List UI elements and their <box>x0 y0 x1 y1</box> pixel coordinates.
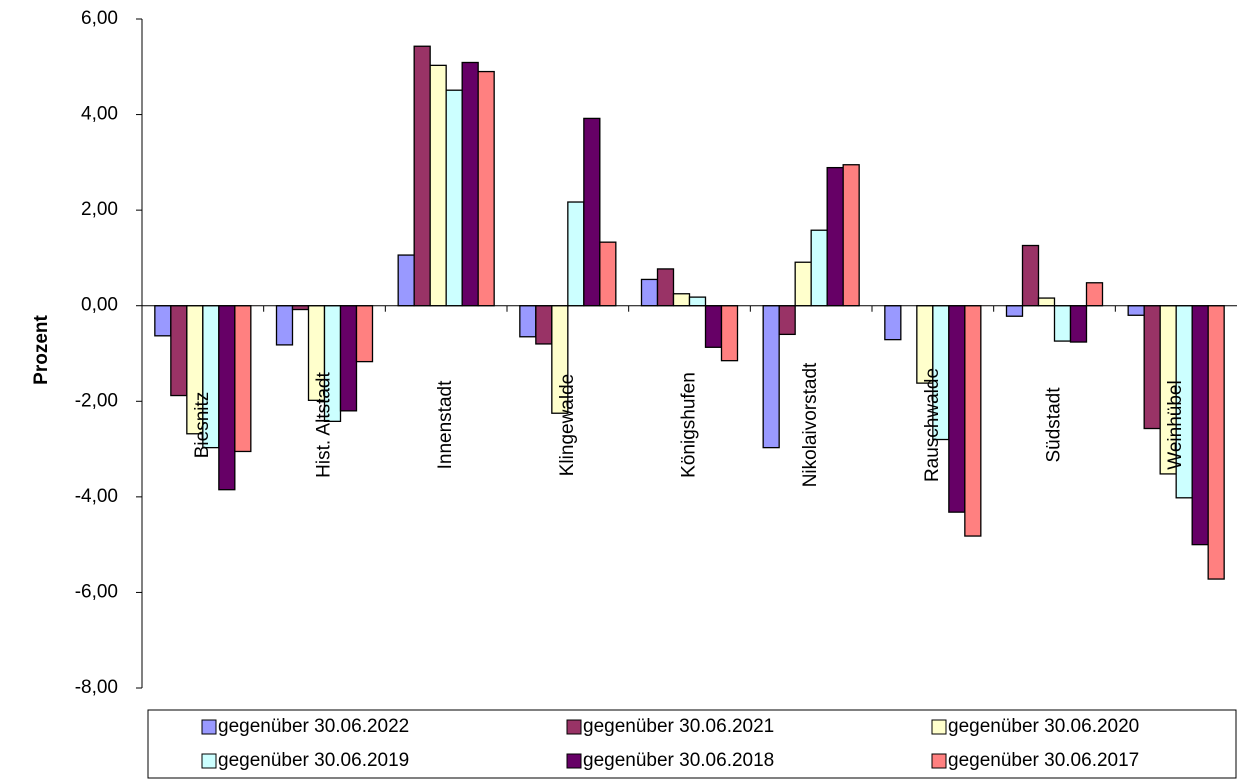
legend-box <box>147 709 1237 779</box>
x-tick-label: Hist. Altstadt <box>314 371 335 477</box>
bar <box>778 305 796 336</box>
bar <box>1069 305 1088 343</box>
bar <box>445 89 463 307</box>
bar <box>762 305 780 449</box>
bar <box>1005 305 1024 317</box>
bar <box>884 305 902 341</box>
bar <box>519 305 537 338</box>
bar <box>1191 305 1209 546</box>
bar <box>1127 305 1145 316</box>
bar <box>355 305 374 363</box>
x-tick-label: Rauschwalde <box>922 368 943 482</box>
bar <box>656 268 675 307</box>
x-tick-label: Königshufen <box>679 372 700 478</box>
y-tick-label: -6,00 <box>75 581 118 602</box>
bar <box>291 305 310 311</box>
legend-swatch <box>931 719 947 735</box>
legend-swatch <box>201 753 217 769</box>
bar <box>583 117 601 307</box>
y-tick-label: 6,00 <box>81 8 118 29</box>
bar <box>720 305 739 362</box>
bar <box>704 305 723 348</box>
y-axis-title: Prozent <box>31 314 52 384</box>
bar <box>234 305 252 453</box>
bar <box>461 61 479 307</box>
bar <box>1207 305 1225 580</box>
bar <box>170 305 188 397</box>
bar <box>1085 282 1104 307</box>
x-tick-label: Südstadt <box>1044 387 1065 463</box>
bar <box>640 278 659 307</box>
bar <box>1143 305 1161 430</box>
y-tick-label: 4,00 <box>81 104 118 125</box>
bar <box>477 70 495 307</box>
bar <box>826 166 844 307</box>
x-tick-label: Weinhübel <box>1165 380 1186 469</box>
bar <box>599 241 617 307</box>
bar <box>1037 297 1056 307</box>
bar <box>154 305 172 337</box>
bar <box>1021 244 1040 307</box>
bar <box>339 305 358 412</box>
bar <box>672 293 691 307</box>
x-tick-label: Innenstadt <box>435 380 456 469</box>
bar <box>964 305 982 537</box>
bar <box>429 64 447 307</box>
y-tick-label: -2,00 <box>75 390 118 411</box>
x-tick-label: Klingewalde <box>557 374 578 476</box>
bar <box>275 305 294 346</box>
bar <box>810 229 828 307</box>
x-tick-label: Nikolaivorstadt <box>800 362 821 487</box>
legend-swatch <box>931 753 947 769</box>
bar <box>535 305 553 345</box>
legend-swatch <box>201 719 217 735</box>
y-tick-label: 0,00 <box>81 295 118 316</box>
legend-label: gegenüber 30.06.2021 <box>583 716 774 737</box>
legend-swatch <box>566 753 582 769</box>
bar <box>413 45 431 307</box>
bar <box>948 305 966 513</box>
y-tick-label: -4,00 <box>75 486 118 507</box>
legend-label: gegenüber 30.06.2022 <box>218 716 409 737</box>
legend-label: gegenüber 30.06.2019 <box>218 750 409 771</box>
y-tick-label: -8,00 <box>75 677 118 698</box>
legend-label: gegenüber 30.06.2020 <box>948 716 1139 737</box>
x-tick-label: Biesnitz <box>192 392 213 459</box>
legend-label: gegenüber 30.06.2017 <box>948 750 1139 771</box>
bar <box>218 305 236 491</box>
bar <box>688 296 707 307</box>
bar <box>1053 305 1072 342</box>
bar <box>567 201 585 307</box>
y-tick-label: 2,00 <box>81 199 118 220</box>
bar <box>397 254 415 307</box>
legend-swatch <box>566 719 582 735</box>
legend-label: gegenüber 30.06.2018 <box>583 750 774 771</box>
bar <box>794 261 812 307</box>
bar <box>842 164 860 307</box>
